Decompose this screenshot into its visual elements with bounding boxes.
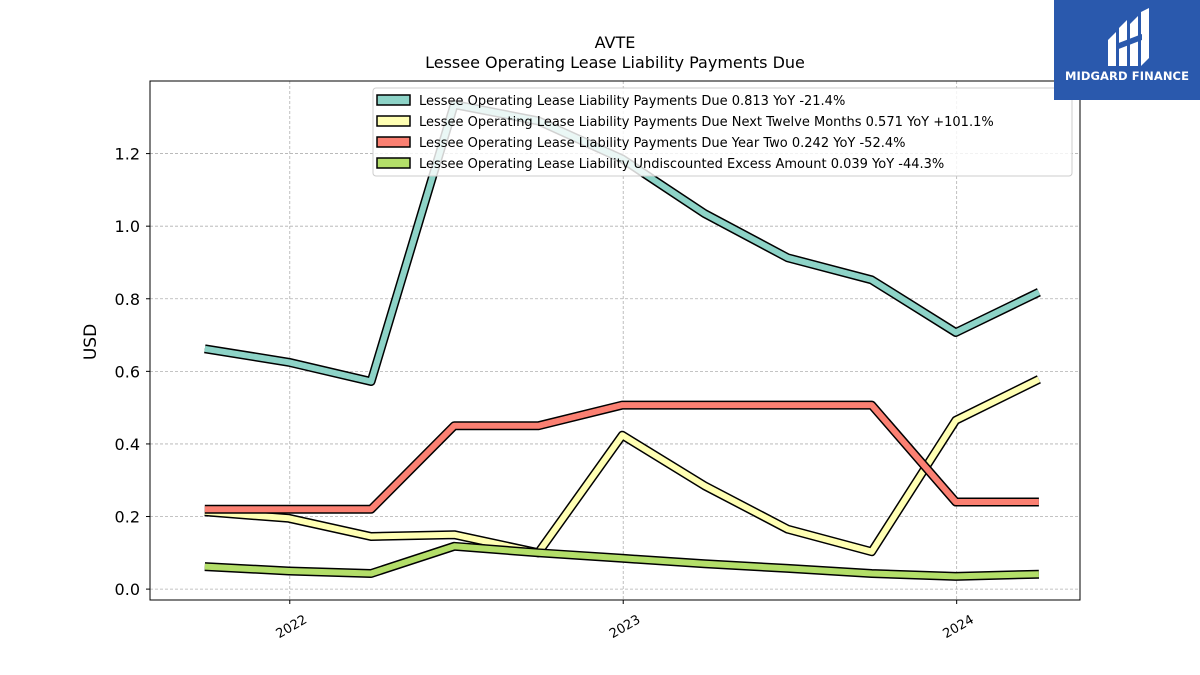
chart-title: AVTE [595,33,636,52]
series-line [204,402,1039,513]
y-tick-label: 0.8 [115,290,140,309]
brand-mark-icon [1108,8,1149,66]
legend-label: Lessee Operating Lease Liability Payment… [419,94,845,109]
legend: Lessee Operating Lease Liability Payment… [372,87,1073,177]
plot-frame [149,80,1081,601]
legend-swatch [376,157,411,169]
x-tick-label: 2022 [274,612,310,642]
y-tick-label: 0.4 [115,435,140,454]
series-lines [204,100,1041,581]
series-line [204,376,1041,556]
legend-swatch [376,94,411,106]
y-tick-label: 0.2 [115,508,140,527]
legend-swatch [376,136,411,148]
y-tick-label: 1.2 [115,145,140,164]
y-axis-label: USD [81,324,101,360]
brand-logo: MIDGARD FINANCE [1054,0,1200,100]
legend-label: Lessee Operating Lease Liability Payment… [419,136,905,151]
y-tick-label: 0.0 [115,580,140,599]
x-tick-label: 2024 [941,612,977,642]
legend-label: Lessee Operating Lease Liability Payment… [419,115,994,130]
y-tick-label: 1.0 [115,217,140,236]
x-tick-label: 2023 [607,612,643,642]
y-tick-label: 0.6 [115,362,140,381]
chart-subtitle: Lessee Operating Lease Liability Payment… [425,53,805,72]
series-line [204,543,1039,580]
legend-label: Lessee Operating Lease Liability Undisco… [419,157,944,172]
legend-swatch [376,115,411,127]
brand-name: MIDGARD FINANCE [1064,69,1190,83]
legend-box [372,87,1073,177]
